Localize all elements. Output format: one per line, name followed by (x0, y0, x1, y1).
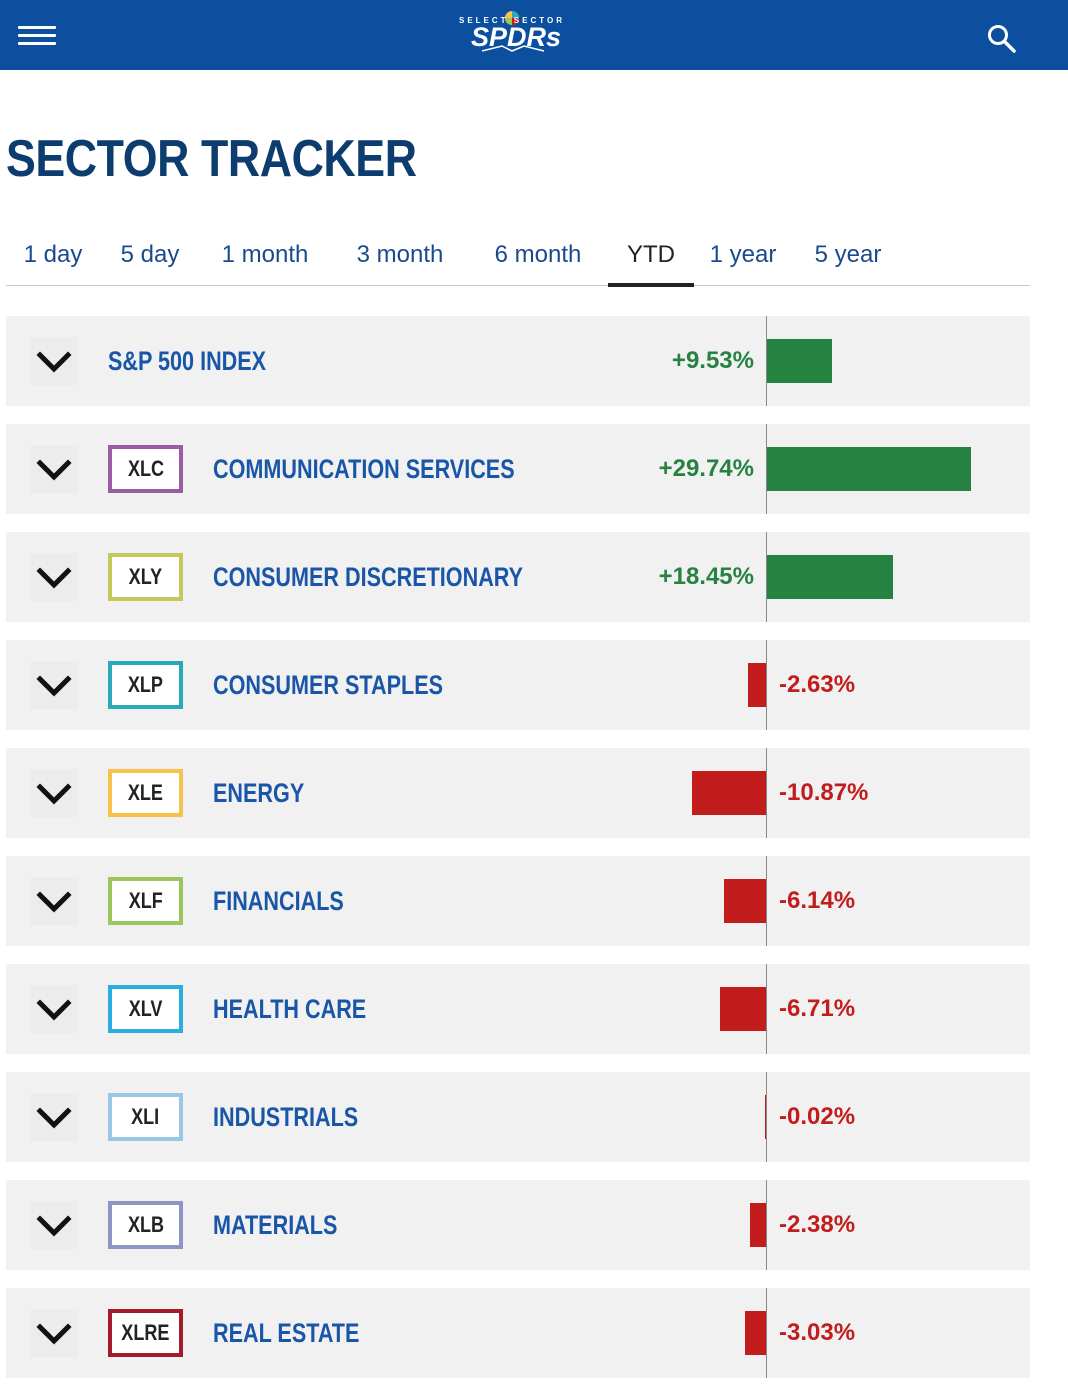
performance-percent: +9.53% (671, 347, 754, 374)
zero-axis-line (766, 532, 767, 622)
ticker-badge[interactable]: XLV (108, 985, 183, 1033)
zero-axis-line (766, 1180, 767, 1270)
tab-1-year[interactable]: 1 year (709, 241, 777, 268)
sector-row[interactable]: XLF FINANCIALS -6.14% (6, 856, 1030, 946)
chevron-down-icon[interactable] (30, 1309, 78, 1357)
chevron-down-icon[interactable] (30, 337, 78, 385)
search-icon[interactable] (985, 22, 1017, 54)
sector-name[interactable]: S&P 500 INDEX (108, 346, 267, 376)
ticker-badge[interactable]: XLF (108, 877, 183, 925)
zero-axis-line (766, 856, 767, 946)
performance-bar (720, 987, 766, 1031)
ticker-symbol: XLRE (121, 1320, 170, 1345)
ticker-symbol: XLB (127, 1212, 164, 1237)
ticker-badge[interactable]: XLB (108, 1201, 183, 1249)
sector-name[interactable]: ENERGY (213, 778, 305, 808)
chevron-down-icon[interactable] (30, 1201, 78, 1249)
sector-row[interactable]: XLE ENERGY -10.87% (6, 748, 1030, 838)
chevron-down-icon[interactable] (30, 769, 78, 817)
sector-name[interactable]: MATERIALS (213, 1210, 338, 1240)
sector-name[interactable]: HEALTH CARE (213, 994, 367, 1024)
sector-row[interactable]: XLI INDUSTRIALS -0.02% (6, 1072, 1030, 1162)
sector-row[interactable]: XLY CONSUMER DISCRETIONARY +18.45% (6, 532, 1030, 622)
performance-percent: -3.03% (779, 1319, 856, 1346)
tab-5-year[interactable]: 5 year (814, 241, 882, 268)
time-period-tabs: 1 day 5 day 1 month 3 month 6 month YTD 1 year… (6, 226, 1030, 287)
sector-name[interactable]: COMMUNICATION SERVICES (213, 454, 515, 484)
chevron-down-icon[interactable] (30, 445, 78, 493)
ticker-symbol: XLY (128, 564, 163, 589)
performance-bar (767, 339, 833, 383)
performance-bar (767, 555, 894, 599)
tab-3-month[interactable]: 3 month (356, 241, 444, 268)
zero-axis-line (766, 1288, 767, 1378)
sector-row[interactable]: XLB MATERIALS -2.38% (6, 1180, 1030, 1270)
zero-axis-line (766, 964, 767, 1054)
ticker-badge[interactable]: XLE (108, 769, 183, 817)
ticker-symbol: XLV (128, 996, 163, 1021)
performance-percent: -0.02% (779, 1103, 856, 1130)
performance-percent: -10.87% (779, 779, 869, 806)
chevron-down-icon[interactable] (30, 661, 78, 709)
tab-6-month[interactable]: 6 month (494, 241, 582, 268)
ticker-badge[interactable]: XLY (108, 553, 183, 601)
sector-row[interactable]: XLC COMMUNICATION SERVICES +29.74% (6, 424, 1030, 514)
performance-bar (745, 1311, 766, 1355)
performance-bar (767, 447, 971, 491)
sector-name[interactable]: FINANCIALS (213, 886, 344, 916)
ticker-symbol: XLF (128, 888, 163, 913)
performance-bar (691, 771, 766, 815)
zero-axis-line (766, 1072, 767, 1162)
chevron-down-icon[interactable] (30, 877, 78, 925)
ticker-symbol: XLE (127, 780, 164, 805)
sector-name[interactable]: INDUSTRIALS (213, 1102, 359, 1132)
performance-percent: +29.74% (658, 455, 754, 482)
performance-percent: +18.45% (658, 563, 754, 590)
sector-row[interactable]: XLV HEALTH CARE -6.71% (6, 964, 1030, 1054)
chevron-down-icon[interactable] (30, 1093, 78, 1141)
performance-bar (723, 879, 766, 923)
sector-row[interactable]: XLRE REAL ESTATE -3.03% (6, 1288, 1030, 1378)
zero-axis-line (766, 748, 767, 838)
top-navigation-bar: SELECT SECTOR SPDRs (0, 0, 1068, 70)
performance-percent: -2.38% (779, 1211, 856, 1238)
tab-1-month[interactable]: 1 month (221, 241, 309, 268)
performance-bar (747, 663, 766, 707)
sector-row[interactable]: S&P 500 INDEX +9.53% (6, 316, 1030, 406)
ticker-symbol: XLI (131, 1104, 160, 1129)
chevron-down-icon[interactable] (30, 553, 78, 601)
sector-name[interactable]: REAL ESTATE (213, 1318, 360, 1348)
sector-name[interactable]: CONSUMER DISCRETIONARY (213, 562, 524, 592)
hamburger-menu-icon[interactable] (18, 24, 56, 46)
chevron-down-icon[interactable] (30, 985, 78, 1033)
logo-main-text: SPDRs (471, 22, 561, 52)
ticker-symbol: XLP (127, 672, 164, 697)
sector-row[interactable]: XLP CONSUMER STAPLES -2.63% (6, 640, 1030, 730)
spdrs-logo[interactable]: SELECT SECTOR SPDRs (452, 10, 582, 58)
tab-5-day[interactable]: 5 day (120, 241, 180, 268)
ticker-badge[interactable]: XLRE (108, 1309, 183, 1357)
performance-percent: -6.14% (779, 887, 856, 914)
tab-ytd[interactable]: YTD (608, 226, 694, 287)
ticker-badge[interactable]: XLP (108, 661, 183, 709)
logo-top-text: SELECT SECTOR (459, 16, 565, 25)
performance-bar (764, 1095, 766, 1139)
performance-percent: -6.71% (779, 995, 856, 1022)
sector-name[interactable]: CONSUMER STAPLES (213, 670, 444, 700)
performance-percent: -2.63% (779, 671, 856, 698)
ticker-badge[interactable]: XLC (108, 445, 183, 493)
tab-1-day[interactable]: 1 day (23, 241, 83, 268)
ticker-symbol: XLC (127, 456, 164, 481)
ticker-badge[interactable]: XLI (108, 1093, 183, 1141)
page-title: SECTOR TRACKER (6, 130, 417, 188)
zero-axis-line (766, 316, 767, 406)
performance-bar (749, 1203, 766, 1247)
zero-axis-line (766, 424, 767, 514)
zero-axis-line (766, 640, 767, 730)
